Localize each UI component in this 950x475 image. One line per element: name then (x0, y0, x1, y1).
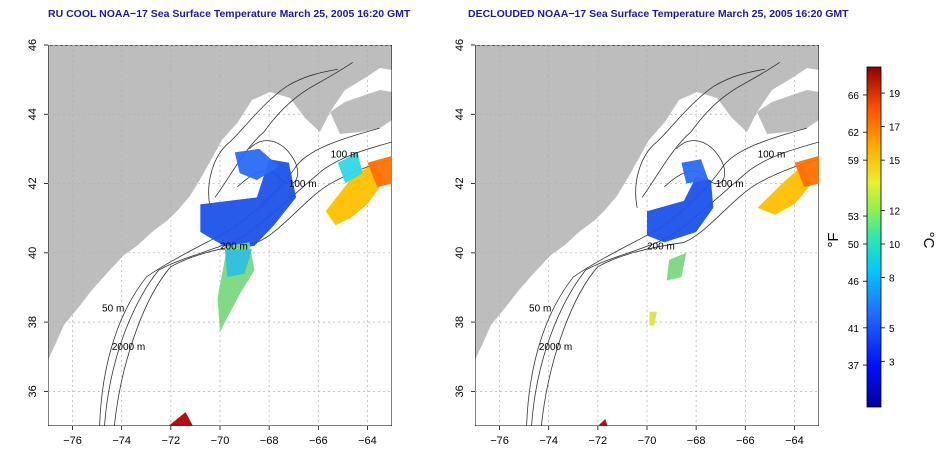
lon-tick-label: −66 (309, 435, 328, 447)
sst-patch (337, 152, 363, 184)
colorbar-f-tick-label: 46 (848, 277, 860, 288)
colorbar-c-tick-label: 17 (889, 123, 901, 134)
lon-tick-label: −64 (785, 435, 804, 447)
sst-patch (666, 252, 687, 281)
contour-label: 200 m (220, 241, 248, 252)
lat-tick-label: 44 (454, 108, 466, 120)
sst-patch (649, 311, 657, 326)
lat-tick-label: 44 (27, 108, 39, 120)
lon-tick-label: −70 (211, 435, 230, 447)
bathymetry-contour (641, 61, 780, 198)
colorbar-c-tick-label: 8 (889, 274, 895, 285)
lat-tick-label: 42 (27, 177, 39, 189)
contour-label: 2000 m (539, 342, 572, 353)
bathymetry-contour (635, 68, 766, 208)
lon-tick-label: −74 (112, 435, 131, 447)
sst-patch (200, 159, 297, 250)
sst-patch (224, 249, 252, 278)
land-mass (48, 45, 392, 360)
sst-patch (597, 419, 608, 426)
sst-patch (647, 176, 714, 243)
contour-label: 100 m (716, 179, 744, 190)
left-sst-map: 100 m 100 m 200 m 50 m 2000 m −76 −74 −72 −70 −6… (27, 39, 392, 447)
map-axes: −76 −74 −72 −70 −68 −66 −64 36 38 40 42 44 46 (27, 39, 377, 447)
colorbar-c-tick-label: 19 (889, 89, 901, 100)
lon-tick-label: −66 (736, 435, 755, 447)
colorbar-c-tick-label: 12 (889, 206, 901, 217)
colorbar-c-tick-label: 3 (889, 357, 895, 368)
map-axes: −76 −74 −72 −70 −68 −66 −64 36 38 40 42 44 46 (454, 39, 804, 447)
land-mass (330, 90, 392, 134)
lon-tick-label: −68 (687, 435, 706, 447)
colorbar-f-tick-label: 37 (848, 361, 860, 372)
sst-patch (367, 155, 392, 188)
contour-label: 100 m (331, 150, 359, 161)
colorbar-c-tick-label: 15 (889, 156, 901, 167)
contour-label: 100 m (289, 179, 317, 190)
lon-tick-label: −74 (539, 435, 558, 447)
sst-patch (757, 166, 812, 215)
colorbar-f-tick-label: 62 (848, 128, 860, 139)
fahrenheit-label: °F (825, 232, 842, 247)
contour-label: 100 m (758, 150, 786, 161)
colorbar-f-tick-label: 50 (848, 240, 860, 251)
right-sst-map: 100 m 100 m 200 m 50 m 2000 m −76 −74 −72 −70 −6… (454, 39, 819, 447)
bathymetry-contour (540, 158, 819, 426)
lon-tick-label: −68 (260, 435, 279, 447)
colorbar-c-tick-label: 5 (889, 324, 895, 335)
right-map-title: DECLOUDED NOAA−17 Sea Surface Temperatur… (468, 8, 849, 20)
bathymetry-contour (208, 68, 339, 208)
colorbar-gradient (866, 66, 882, 408)
lat-tick-label: 38 (27, 316, 39, 328)
colorbar-f-tick-label: 59 (848, 156, 860, 167)
left-map-title: RU COOL NOAA−17 Sea Surface Temperature … (48, 8, 411, 20)
sst-patch (681, 159, 709, 184)
contour-label: 200 m (647, 241, 675, 252)
colorbar-c-tick-label: 10 (889, 240, 901, 251)
lat-tick-label: 46 (27, 39, 39, 51)
lat-tick-label: 36 (27, 385, 39, 397)
celsius-label: °C (920, 232, 937, 249)
lon-tick-label: −76 (490, 435, 509, 447)
lat-tick-label: 40 (27, 247, 39, 259)
contour-label: 2000 m (112, 342, 145, 353)
lat-tick-label: 42 (454, 177, 466, 189)
colorbar-f-tick-label: 41 (848, 324, 860, 335)
sst-patch (234, 148, 279, 181)
lat-tick-label: 40 (454, 247, 466, 259)
lon-tick-label: −72 (162, 435, 181, 447)
colorbar-f-tick-label: 53 (848, 212, 860, 223)
sst-patch (325, 162, 385, 226)
sst-patch (794, 155, 819, 188)
contour-label: 50 m (102, 304, 124, 315)
lat-tick-label: 36 (454, 385, 466, 397)
colorbar-f-tick-label: 66 (848, 91, 860, 102)
lon-tick-label: −76 (63, 435, 82, 447)
lat-tick-label: 46 (454, 39, 466, 51)
lon-tick-label: −70 (638, 435, 657, 447)
lon-tick-label: −72 (589, 435, 608, 447)
lon-tick-label: −64 (358, 435, 377, 447)
sst-patch (168, 412, 193, 426)
lat-tick-label: 38 (454, 316, 466, 328)
land-mass (757, 90, 819, 134)
land-mass (475, 45, 819, 360)
bathymetry-contour (214, 61, 353, 198)
contour-label: 50 m (529, 304, 551, 315)
